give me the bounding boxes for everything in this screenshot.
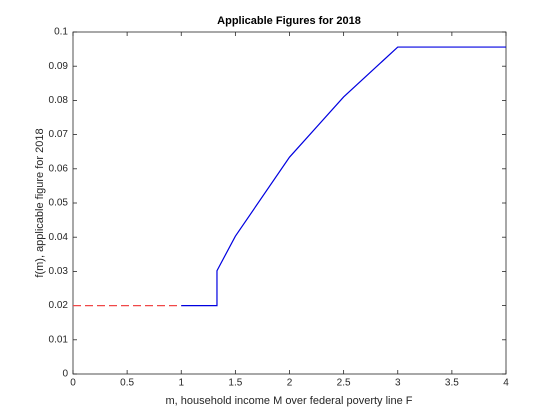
- y-tick-label: 0.04: [49, 232, 69, 243]
- x-axis-label: m, household income M over federal pover…: [165, 395, 412, 407]
- y-tick-label: 0.06: [49, 163, 69, 174]
- y-tick-label: 0.1: [54, 27, 68, 38]
- x-tick-label: 2: [287, 378, 293, 389]
- y-tick-label: 0.03: [49, 266, 69, 277]
- x-tick-label: 4: [503, 378, 509, 389]
- x-tick-label: 0: [70, 378, 76, 389]
- line-series: [181, 46, 506, 307]
- x-tick-label: 3: [395, 378, 401, 389]
- y-tick-label: 0.05: [49, 198, 69, 209]
- x-tick-label: 2.5: [337, 378, 351, 389]
- y-tick-label: 0.07: [49, 129, 69, 140]
- y-tick-label: 0.08: [49, 95, 69, 106]
- y-tick-label: 0: [62, 369, 68, 380]
- y-tick-label: 0.02: [49, 300, 69, 311]
- y-tick-label: 0.01: [49, 334, 69, 345]
- chart-title: Applicable Figures for 2018: [217, 15, 361, 27]
- y-tick-label: 0.09: [49, 61, 69, 72]
- y-axis-label: f(m), applicable figure for 2018: [34, 128, 46, 277]
- x-tick-label: 1: [178, 378, 184, 389]
- x-tick-label: 0.5: [120, 378, 134, 389]
- x-tick-label: 3.5: [445, 378, 459, 389]
- x-tick-label: 1.5: [228, 378, 242, 389]
